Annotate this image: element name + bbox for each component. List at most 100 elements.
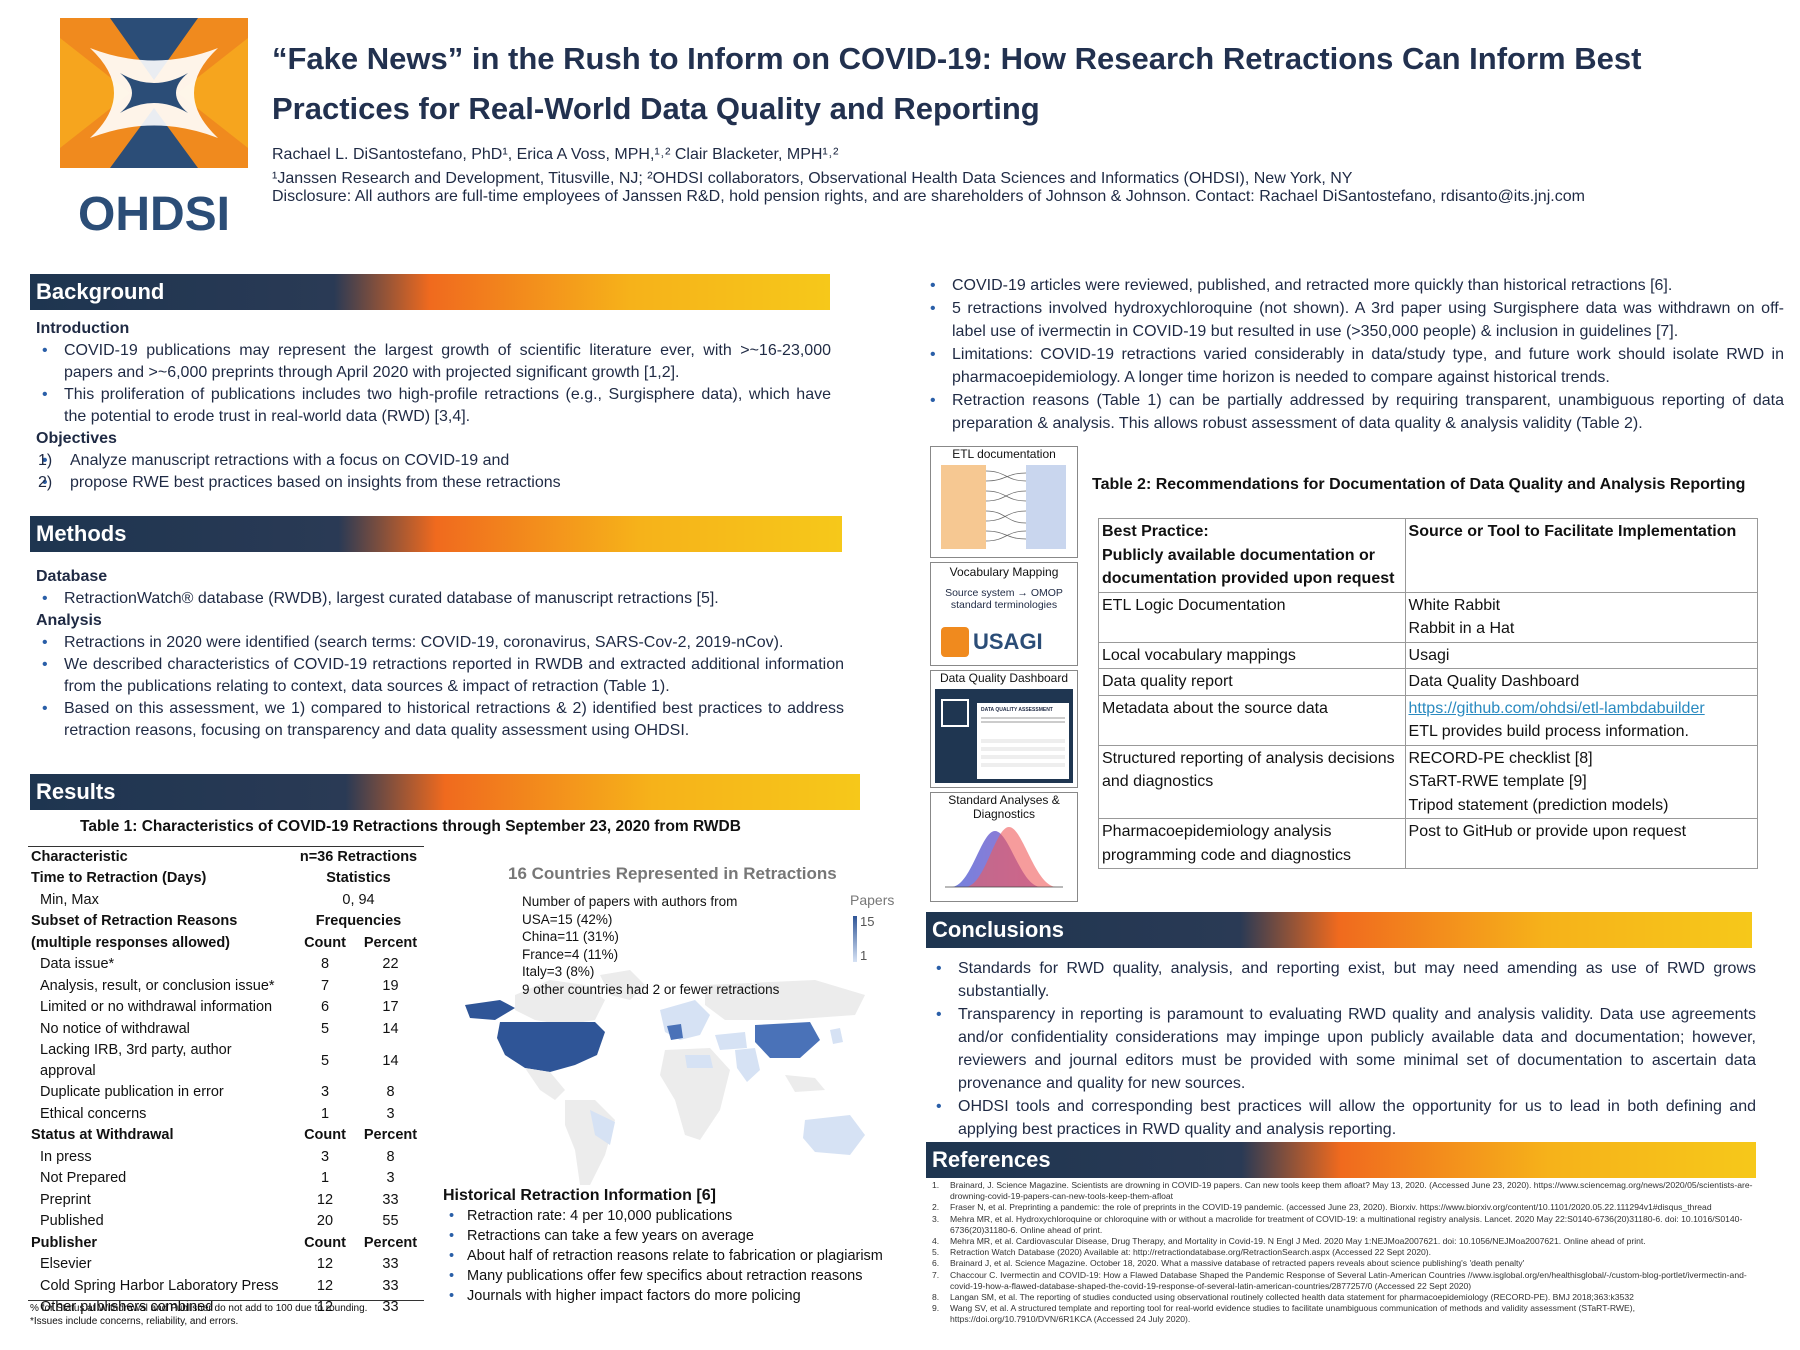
density-curves-plot: [945, 827, 1063, 888]
list-item: Retractions can take a few years on aver…: [443, 1226, 913, 1246]
best-practice-cell: Data quality report: [1098, 668, 1406, 696]
row-percent: 14: [382, 1052, 399, 1069]
row-percent: 33: [382, 1277, 399, 1294]
row-percent: 8: [386, 1084, 395, 1101]
tool-cell: https://github.com/ohdsi/etl-lambdabuild…: [1404, 694, 1759, 746]
table-row: Time to Retraction (Days) Statistics: [31, 870, 391, 887]
publisher-rows: Elsevier 12 33 Cold Spring Harbor Laborator…: [28, 1254, 424, 1319]
list-item: Standards for RWD quality, analysis, and…: [930, 957, 1756, 1003]
tool-cell: White Rabbit Rabbit in a Hat: [1404, 591, 1759, 643]
github-link[interactable]: https://github.com/ohdsi/etl-lambdabuild…: [1408, 699, 1705, 717]
database-list: RetractionWatch® database (RWDB), larges…: [36, 588, 844, 610]
table2-title: Table 2: Recommendations for Documentati…: [1092, 476, 1746, 493]
row-percent: 3: [386, 1170, 395, 1187]
title-line-2: Practices for Real-World Data Quality an…: [272, 91, 1040, 126]
row-percent: 55: [382, 1213, 399, 1230]
background-section: Introduction COVID-19 publications may r…: [36, 318, 831, 494]
table2-header-label: Best Practice:: [1102, 523, 1209, 540]
table1: Characteristic n=36 Retractions Time to …: [28, 846, 424, 1319]
reference-text: Brainard, J. Science Magazine. Scientist…: [950, 1180, 1753, 1202]
row-percent: 14: [382, 1020, 399, 1037]
dq-table: [981, 739, 1065, 769]
row-label: Preprint: [40, 1191, 91, 1208]
conclusions-section: Standards for RWD quality, analysis, and…: [930, 957, 1756, 1141]
row-label: Limited or no withdrawal information: [40, 999, 273, 1016]
map-title: 16 Countries Represented in Retractions: [508, 864, 837, 883]
vocab-sub-line: Source system → OMOP: [945, 587, 1063, 599]
row-label: Published: [40, 1213, 104, 1230]
reference-text: Langan SM, et al. The reporting of studi…: [950, 1292, 1634, 1303]
row-percent: 33: [382, 1191, 399, 1208]
tool-line: ETL provides build process information.: [1408, 723, 1689, 740]
usagi-icon: [941, 627, 969, 657]
reference-text: Brainard J, et al. Science Magazine. Oct…: [950, 1258, 1525, 1269]
list-item: COVID-19 publications may represent the …: [36, 340, 831, 384]
reference-item: 4. Mehra MR, et al. Cardiovascular Diseas…: [926, 1236, 1756, 1247]
row-label: Not Prepared: [40, 1170, 127, 1187]
vocab-subtitle: Source system → OMOP standard terminolog…: [931, 587, 1077, 611]
map-canada: [515, 980, 605, 1025]
list-item: Retractions in 2020 were identified (sea…: [36, 632, 844, 654]
dq-logo-icon: [941, 699, 969, 727]
table-row: Local vocabulary mappings Usagi: [1098, 641, 1759, 669]
dq-panel: Data Quality Dashboard DATA QUALITY ASSE…: [930, 670, 1078, 788]
reference-text: Mehra MR, et al. Cardiovascular Disease,…: [950, 1236, 1646, 1247]
reference-text: Fraser N, et al. Preprinting a pandemic:…: [950, 1202, 1712, 1213]
usagi-text: USAGI: [973, 629, 1043, 654]
table2-header-left: Best Practice: Publicly available docume…: [1098, 518, 1406, 593]
table-row: Elsevier 12 33: [28, 1254, 424, 1276]
row-count: 12: [316, 1277, 334, 1294]
reference-text: Wang SV, et al. A structured template an…: [950, 1303, 1635, 1325]
right-bullets-list: COVID-19 articles were reviewed, publish…: [924, 274, 1784, 435]
table-row: Data issue* 8 22: [28, 954, 424, 976]
reference-item: 9. Wang SV, et al. A structured template …: [926, 1303, 1756, 1325]
sa-title-line: Diagnostics: [972, 807, 1036, 821]
dq-page-title: DATA QUALITY ASSESSMENT: [981, 707, 1053, 713]
dq-line: [981, 721, 1065, 723]
row-label: Ethical concerns: [40, 1105, 147, 1122]
best-practice-cell: Metadata about the source data: [1098, 694, 1406, 746]
row-label: Other publishers combined: [40, 1299, 214, 1316]
best-practice-cell: ETL Logic Documentation: [1098, 591, 1406, 643]
map-australia: [803, 1115, 865, 1155]
table-row: Pharmacoepidemiology analysis programmin…: [1098, 818, 1759, 869]
map-japan: [830, 1028, 843, 1044]
table2: Best Practice: Publicly available docume…: [1098, 518, 1759, 869]
map-china: [755, 1022, 820, 1058]
list-item: Journals with higher impact factors do m…: [443, 1286, 913, 1306]
map-greenland: [600, 970, 645, 1000]
dq-line: [981, 717, 1065, 719]
map-line: China=11 (31%): [522, 929, 619, 945]
table-row: Data quality report Data Quality Dashboar…: [1098, 668, 1759, 696]
table2-header-right: Source or Tool to Facilitate Implementat…: [1404, 518, 1759, 593]
authors: Rachael L. DiSantostefano, PhD¹, Erica A…: [272, 146, 839, 163]
methods-heading: Methods: [30, 516, 842, 552]
reference-text: Chaccour C. Ivermectin and COVID-19: How…: [950, 1269, 1747, 1291]
reference-number: 3.: [932, 1213, 940, 1224]
sa-panel: Standard Analyses & Diagnostics: [930, 792, 1078, 902]
tool-line: Usagi: [1408, 646, 1450, 664]
map-indonesia: [785, 1075, 825, 1092]
list-item: OHDSI tools and corresponding best pract…: [930, 1095, 1756, 1141]
list-item: 5 retractions involved hydroxychloroquin…: [924, 297, 1784, 343]
reference-number: 7.: [932, 1269, 940, 1280]
conclusions-list: Standards for RWD quality, analysis, and…: [930, 957, 1756, 1141]
table-row: Characteristic n=36 Retractions: [28, 846, 424, 868]
table-row: Structured reporting of analysis decisio…: [1098, 744, 1759, 819]
table-row: No notice of withdrawal 5 14: [28, 1019, 424, 1041]
row-percent: 33: [382, 1256, 399, 1273]
affiliations: ¹Janssen Research and Development, Titus…: [272, 170, 1353, 187]
row-count: 12: [316, 1191, 334, 1208]
row-count: 12: [316, 1256, 334, 1273]
table2-rows: ETL Logic Documentation White Rabbit Rabbi…: [1098, 591, 1759, 869]
table-row: Analysis, result, or conclusion issue* 7 1…: [28, 976, 424, 998]
list-item: Limitations: COVID-19 retractions varied…: [924, 343, 1784, 389]
table-row: Publisher Count Percent: [31, 1234, 418, 1251]
references-list: 1. Brainard, J. Science Magazine. Scienti…: [926, 1180, 1756, 1326]
vocab-panel-title: Vocabulary Mapping: [949, 565, 1059, 579]
table-row: Metadata about the source data https://gi…: [1098, 694, 1759, 746]
reference-number: 8.: [932, 1292, 940, 1303]
tool-cell: Post to GitHub or provide upon request: [1404, 818, 1759, 869]
logo-text: OHDSI: [78, 188, 230, 241]
reference-item: 5. Retraction Watch Database (2020) Avail…: [926, 1247, 1756, 1258]
